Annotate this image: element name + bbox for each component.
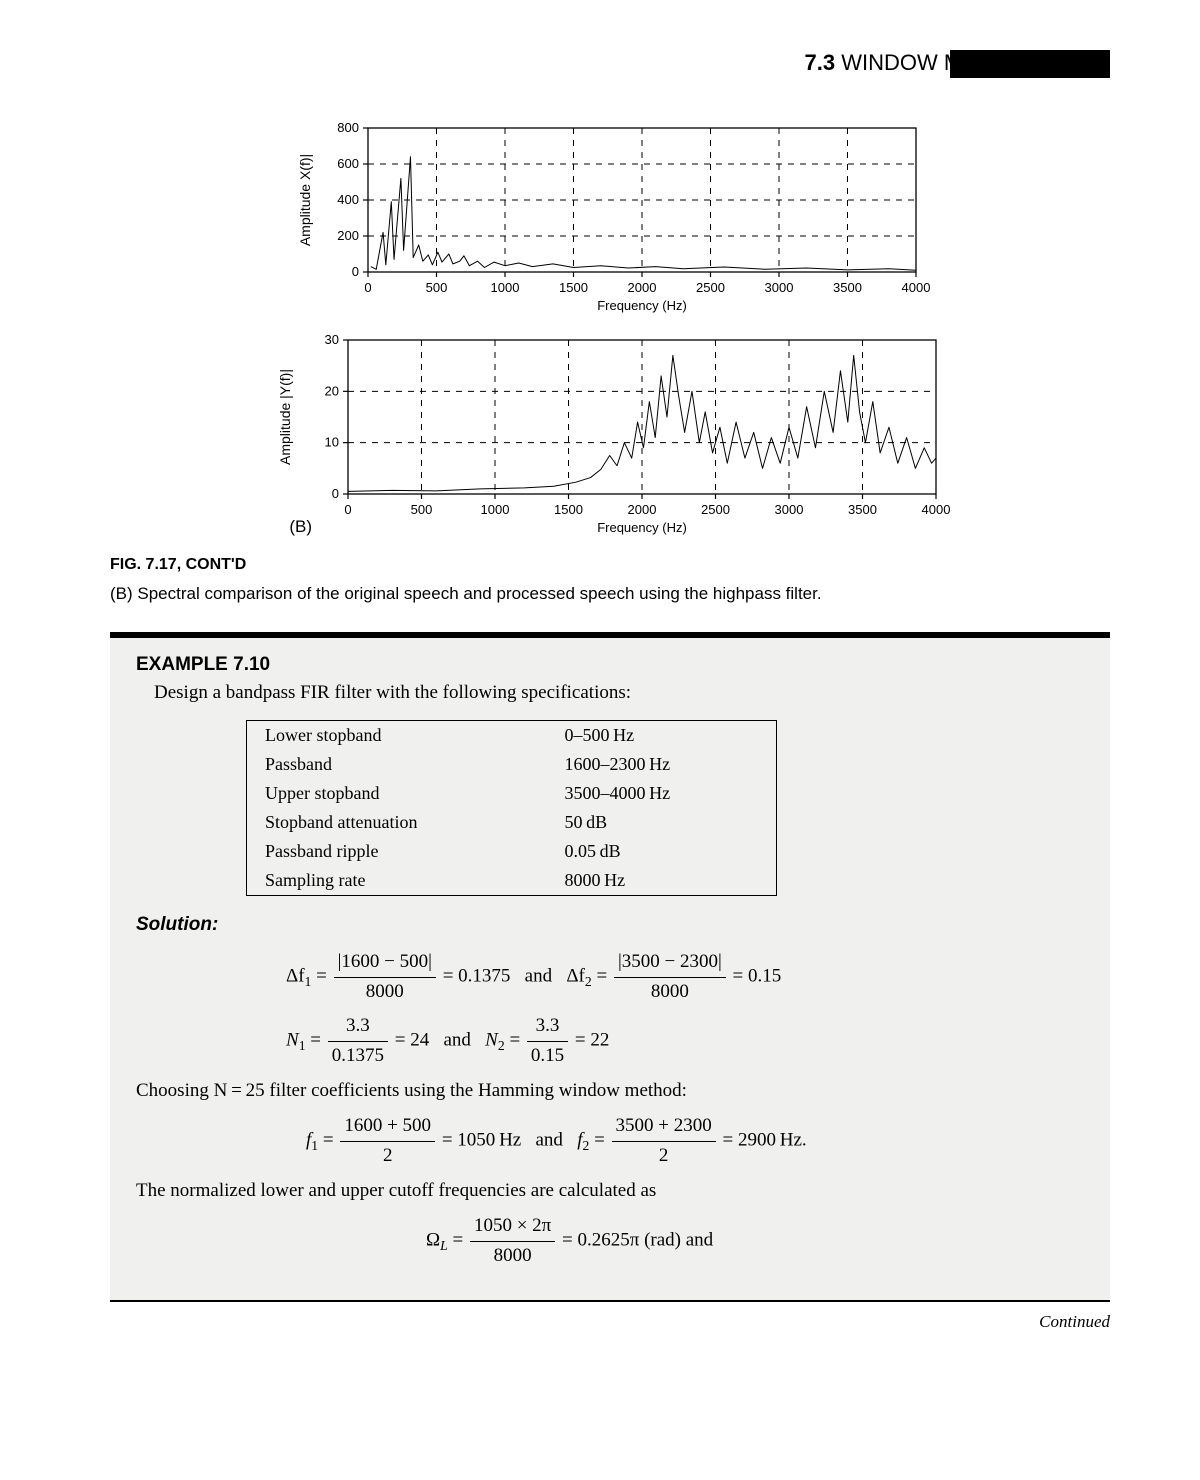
table-row: Lower stopband0–500 Hz bbox=[247, 721, 777, 751]
example-para-1: Choosing N = 25 filter coefficients usin… bbox=[136, 1080, 1084, 1102]
figure-caption: (B) Spectral comparison of the original … bbox=[110, 584, 1110, 604]
svg-text:20: 20 bbox=[325, 383, 339, 398]
page-tab bbox=[950, 50, 1110, 78]
figure-label: FIG. 7.17, CONT'D bbox=[110, 556, 1110, 574]
svg-text:200: 200 bbox=[337, 228, 359, 243]
svg-text:1500: 1500 bbox=[559, 280, 588, 295]
svg-text:2000: 2000 bbox=[628, 502, 657, 517]
svg-text:500: 500 bbox=[411, 502, 433, 517]
svg-text:Amplitude X(f)|: Amplitude X(f)| bbox=[297, 154, 313, 246]
spec-table: Lower stopband0–500 HzPassband1600–2300 … bbox=[246, 720, 777, 896]
eq-omega: ΩL = 1050 × 2π8000 = 0.2625π (rad) and bbox=[426, 1212, 1084, 1270]
svg-text:(B): (B) bbox=[289, 517, 312, 536]
svg-text:0: 0 bbox=[364, 280, 371, 295]
svg-text:2500: 2500 bbox=[701, 502, 730, 517]
svg-text:600: 600 bbox=[337, 156, 359, 171]
chart-x-spectrum: 0 500 1000 1500 2000 2500 3000 3500 4000 0 200 400 6… bbox=[290, 116, 930, 316]
svg-text:3000: 3000 bbox=[765, 280, 794, 295]
eq-f: f1 = 1600 + 5002 = 1050 Hz and f2 = 3500… bbox=[306, 1112, 1084, 1170]
svg-text:800: 800 bbox=[337, 120, 359, 135]
svg-text:1000: 1000 bbox=[491, 280, 520, 295]
svg-text:400: 400 bbox=[337, 192, 359, 207]
table-row: Passband1600–2300 Hz bbox=[247, 750, 777, 779]
svg-text:0: 0 bbox=[352, 264, 359, 279]
svg-text:Frequency (Hz): Frequency (Hz) bbox=[597, 298, 687, 313]
example-intro: Design a bandpass FIR filter with the fo… bbox=[154, 682, 1084, 704]
table-row: Upper stopband3500–4000 Hz bbox=[247, 779, 777, 808]
svg-text:0: 0 bbox=[332, 486, 339, 501]
svg-text:Frequency (Hz): Frequency (Hz) bbox=[597, 520, 687, 535]
example-para-2: The normalized lower and upper cutoff fr… bbox=[136, 1180, 1084, 1202]
svg-text:Amplitude |Y(f)|: Amplitude |Y(f)| bbox=[277, 369, 293, 465]
solution-heading: Solution: bbox=[136, 914, 1084, 936]
svg-text:2000: 2000 bbox=[628, 280, 657, 295]
eq-N: N1 = 3.30.1375 = 24 and N2 = 3.30.15 = 2… bbox=[286, 1012, 1084, 1070]
table-row: Sampling rate8000 Hz bbox=[247, 866, 777, 896]
example-title: EXAMPLE 7.10 bbox=[136, 654, 1084, 676]
example-box: EXAMPLE 7.10 Design a bandpass FIR filte… bbox=[110, 638, 1110, 1302]
svg-text:10: 10 bbox=[325, 435, 339, 450]
svg-text:3000: 3000 bbox=[775, 502, 804, 517]
svg-text:2500: 2500 bbox=[696, 280, 725, 295]
svg-text:500: 500 bbox=[426, 280, 448, 295]
svg-text:30: 30 bbox=[325, 332, 339, 347]
table-row: Passband ripple0.05 dB bbox=[247, 837, 777, 866]
figure-charts: 0500100015002000250030003500400002004006… bbox=[110, 116, 1110, 538]
section-number: 7.3 bbox=[804, 50, 835, 75]
svg-text:0: 0 bbox=[344, 502, 351, 517]
svg-text:3500: 3500 bbox=[833, 280, 862, 295]
svg-text:4000: 4000 bbox=[922, 502, 950, 517]
table-row: Stopband attenuation50 dB bbox=[247, 808, 777, 837]
continued-label: Continued bbox=[110, 1312, 1110, 1332]
svg-text:1000: 1000 bbox=[481, 502, 510, 517]
svg-text:3500: 3500 bbox=[848, 502, 877, 517]
eq-delta-f: Δf1 = |1600 − 500|8000 = 0.1375 and Δf2 … bbox=[286, 948, 1084, 1006]
chart-y-spectrum: 0 500 1000 1500 2000 2500 3000 3500 4000 0 10 20 30 F… bbox=[270, 328, 950, 538]
svg-text:4000: 4000 bbox=[902, 280, 930, 295]
svg-text:1500: 1500 bbox=[554, 502, 583, 517]
spec-table-wrap: Lower stopband0–500 HzPassband1600–2300 … bbox=[246, 720, 1084, 896]
